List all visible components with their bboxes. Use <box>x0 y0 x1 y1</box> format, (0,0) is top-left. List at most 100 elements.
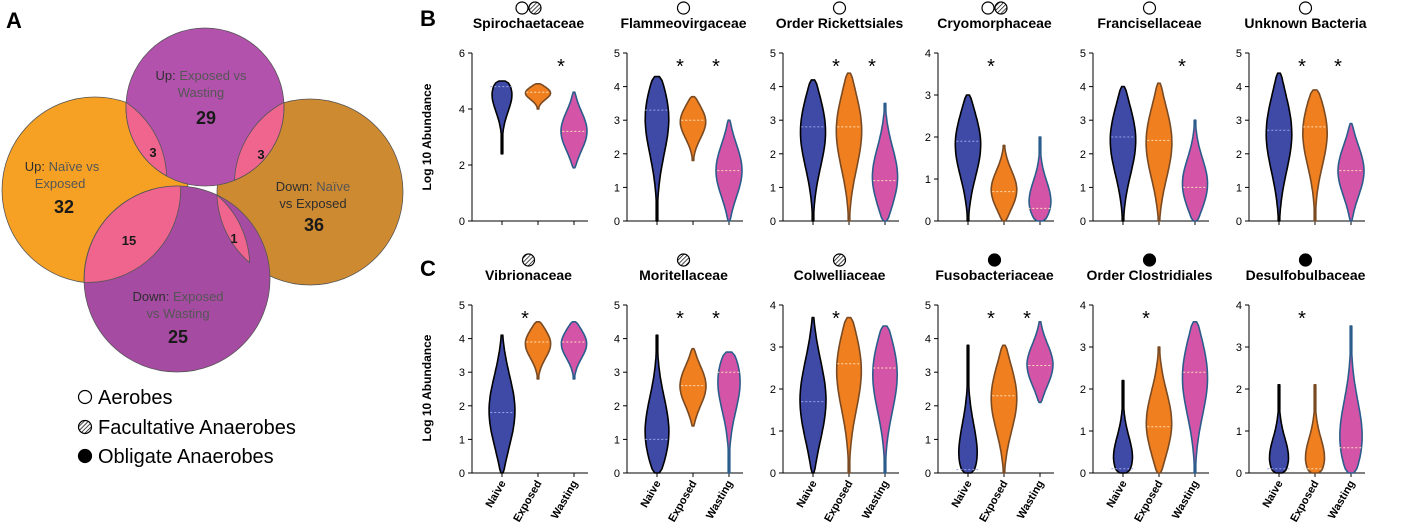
violin-exposed <box>835 316 863 474</box>
chart-title: Cryomorphaceae <box>937 15 1052 31</box>
violin-exposed <box>524 321 552 380</box>
legend-label-facultative: Facultative Anaerobes <box>98 417 296 439</box>
y-tick-label: 4 <box>1236 300 1242 312</box>
legend-label-aerobes: Aerobes <box>98 387 173 409</box>
violin-wasting <box>1339 325 1363 474</box>
violin-exposed <box>835 72 863 222</box>
chart-title: Flammeovirgaceae <box>620 15 746 31</box>
y-tick-label: 2 <box>1080 384 1086 396</box>
y-tick-label: 4 <box>1080 300 1086 312</box>
x-tick-label: Naive <box>1105 479 1130 510</box>
x-tick-label: Exposed <box>822 479 855 525</box>
y-tick-label: 1 <box>614 182 620 194</box>
y-tick-label: 2 <box>614 149 620 161</box>
y-tick-label: 2 <box>459 401 465 413</box>
violin-exposed <box>1145 346 1173 474</box>
venn-label-up-ew-line2: Wasting <box>178 85 224 100</box>
chart-title: Unknown Bacteria <box>1244 15 1366 31</box>
y-tick-label: 5 <box>1236 48 1242 60</box>
y-tick-label: 0 <box>459 468 465 480</box>
significance-star: * <box>987 308 995 330</box>
y-tick-label: 3 <box>459 367 465 379</box>
x-tick-label: Wasting <box>1326 479 1358 522</box>
venn-overlap-count-up-ne-up-ew: 3 <box>149 145 156 160</box>
y-tick-label: 3 <box>614 115 620 127</box>
y-tick-label: 0 <box>1236 216 1242 228</box>
significance-star: * <box>676 308 684 330</box>
y-tick-label: 3 <box>770 342 776 354</box>
y-tick-label: 0 <box>1080 216 1086 228</box>
y-tick-label: 0 <box>1236 468 1242 480</box>
venn-label-up-ne-line2: Exposed <box>35 176 86 191</box>
violin-wasting <box>717 351 741 474</box>
filled-circle-icon <box>1142 253 1157 267</box>
significance-star: * <box>557 56 565 78</box>
y-tick-label: 5 <box>614 300 620 312</box>
y-tick-label: 1 <box>1080 426 1086 438</box>
venn-overlap-down-ew-down-ne <box>216 194 251 264</box>
y-tick-label: 4 <box>459 334 465 346</box>
significance-star: * <box>712 56 720 78</box>
y-tick-label: 0 <box>925 468 931 480</box>
violin-wasting <box>715 119 743 222</box>
hatched-circle-icon <box>528 1 542 15</box>
violin-wasting <box>1337 122 1365 222</box>
panel-label-a: A <box>6 8 22 33</box>
y-tick-label: 2 <box>925 401 931 413</box>
y-tick-label: 5 <box>770 48 776 60</box>
violin-chart-desulfobulbaceae: Desulfobulbaceae 0 1 2 3 4 * Naive Exposed Wastin… <box>1236 253 1366 524</box>
violin-naive <box>1268 384 1290 474</box>
filled-circle-icon <box>77 448 93 464</box>
y-tick-label: 3 <box>925 90 931 102</box>
filled-circle-icon <box>1298 253 1313 267</box>
violin-exposed <box>990 344 1018 474</box>
y-tick-label: 2 <box>1080 149 1086 161</box>
y-tick-label: 2 <box>770 149 776 161</box>
open-circle-icon <box>676 1 691 15</box>
violin-naive <box>644 75 670 222</box>
violin-wasting <box>1181 321 1209 474</box>
chart-title: Desulfobulbaceae <box>1246 267 1366 283</box>
venn-overlap-count-up-ne-down-ew: 15 <box>122 233 136 248</box>
violin-exposed <box>1302 89 1328 222</box>
y-tick-label: 4 <box>614 82 620 94</box>
venn-diagram: Up: Exposed vs Wasting 29 Up: Naïve vs E… <box>1 27 404 373</box>
violin-chart-cryomorphaceae: Cryomorphaceae 0 1 2 3 4 * <box>925 1 1054 228</box>
panel-label-b: B <box>420 6 436 31</box>
venn-label-up-ne: Up: Naïve vs <box>25 159 100 174</box>
y-tick-label: 3 <box>1236 115 1242 127</box>
violin-wasting <box>1026 321 1054 404</box>
chart-title: Order Clostridiales <box>1086 267 1212 283</box>
y-tick-label: 1 <box>614 434 620 446</box>
y-tick-label: 2 <box>770 384 776 396</box>
x-tick-label: Naive <box>484 479 509 510</box>
y-tick-label: 1 <box>770 426 776 438</box>
x-tick-label: Wasting <box>860 479 892 522</box>
y-tick-label: 2 <box>1236 384 1242 396</box>
y-tick-label: 0 <box>1080 468 1086 480</box>
y-tick-label: 1 <box>1236 426 1242 438</box>
y-tick-label: 5 <box>1080 48 1086 60</box>
violin-wasting <box>872 325 898 474</box>
chart-title: Vibrionaceae <box>485 267 572 283</box>
legend-label-obligate: Obligate Anaerobes <box>98 446 274 468</box>
violin-chart-vibrionaceae: Vibrionaceae 0 1 2 3 4 5 * Naive Exposed Wasting <box>459 253 588 525</box>
violin-naive <box>491 80 513 155</box>
y-tick-label: 1 <box>925 174 931 186</box>
violin-wasting <box>1181 119 1209 222</box>
significance-star: * <box>987 56 995 78</box>
violin-chart-fusobacteriaceae: Fusobacteriaceae 0 1 2 3 4 5 * * Naive Exposed Wast… <box>925 253 1054 525</box>
y-tick-label: 1 <box>1236 182 1242 194</box>
violin-chart-spirochaetaceae: Spirochaetaceae 0 2 4 6 * <box>459 1 588 228</box>
x-tick-label: Exposed <box>977 479 1010 525</box>
x-tick-label: Exposed <box>511 479 544 525</box>
venn-count-down-ne: 36 <box>304 215 324 235</box>
y-tick-label: 1 <box>770 182 776 194</box>
y-tick-label: 0 <box>925 216 931 228</box>
significance-star: * <box>712 308 720 330</box>
venn-overlap-up-ne-up-ew <box>125 101 168 177</box>
venn-count-up-ne: 32 <box>54 197 74 217</box>
legend: Aerobes Facultative Anaerobes Obligate A… <box>77 387 296 468</box>
x-tick-label: Naive <box>1261 479 1286 510</box>
